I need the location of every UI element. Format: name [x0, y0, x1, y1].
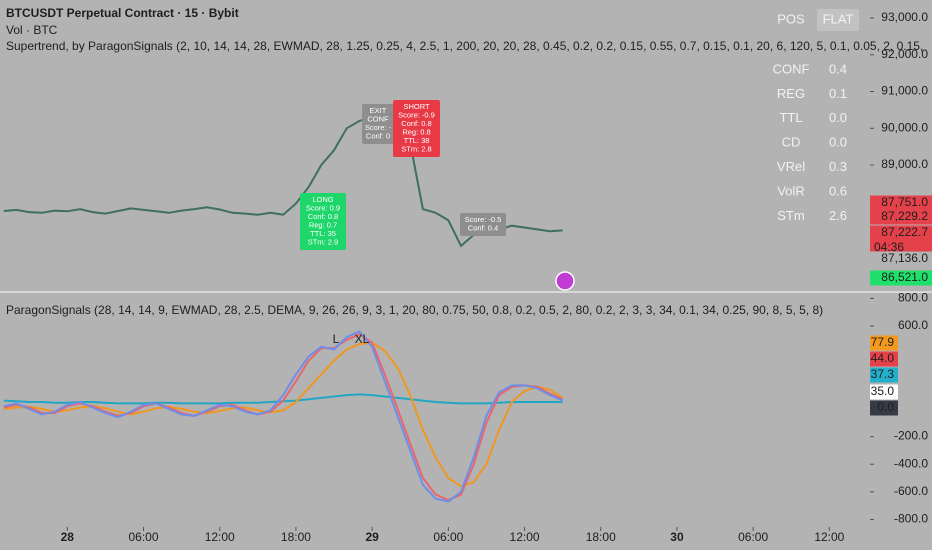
signal-text: TTL: 38 [404, 136, 430, 145]
y-tick-label: 90,000.0 [881, 120, 928, 134]
price-tag [870, 195, 932, 211]
signal-text: STm: 2.8 [401, 144, 431, 153]
signal-text: Score: 0.9 [306, 203, 340, 212]
signal-text: Score: -0.5 [465, 215, 502, 224]
y-tick-label: 92,000.0 [881, 47, 928, 61]
osc-tag-label: 35.0 [871, 384, 895, 398]
signal-annotation: XL [355, 332, 370, 346]
info-value: 0.4 [829, 61, 847, 76]
y-tick-label: -800.0 [894, 512, 928, 526]
symbol-title: BTCUSDT Perpetual Contract · 15 · Bybit [6, 6, 239, 20]
info-label: VolR [777, 183, 804, 198]
series-line [3, 330, 563, 503]
signal-text: Conf: 0.4 [468, 223, 498, 232]
x-tick-label: 12:00 [510, 530, 540, 544]
signal-text: CONF [367, 114, 389, 123]
info-value: 0.0 [829, 110, 847, 125]
price-tag-label: 87,136.0 [881, 251, 928, 265]
volume-label: Vol · BTC [6, 23, 58, 37]
price-tag [870, 270, 932, 286]
info-label: VRel [777, 159, 805, 174]
signal-box [300, 193, 346, 250]
osc-tag [870, 351, 898, 367]
price-tag-label: 87,229.2 [881, 209, 928, 223]
x-tick-label: 30 [670, 530, 684, 544]
signal-text: Conf: 0 [366, 131, 390, 140]
x-tick-label: 18:00 [281, 530, 311, 544]
info-value: 0.1 [829, 86, 847, 101]
signal-box [362, 104, 394, 144]
signal-box [393, 100, 440, 157]
y-tick-label: -600.0 [894, 484, 928, 498]
x-tick-label: 12:00 [205, 530, 235, 544]
signal-text: Score: -0.9 [398, 110, 435, 119]
x-tick-label: 06:00 [433, 530, 463, 544]
price-tag [870, 209, 932, 225]
series-line [3, 333, 564, 502]
x-tick-label: 28 [61, 530, 75, 544]
info-value: 0.0 [829, 135, 847, 150]
signal-text: Conf: 0.8 [308, 212, 338, 221]
y-tick-label: 91,000.0 [881, 84, 928, 98]
x-tick-label: 06:00 [129, 530, 159, 544]
price-tag-label: 87,222.7 [881, 225, 928, 239]
info-label: REG [777, 86, 805, 101]
y-tick-label: 89,000.0 [881, 157, 928, 171]
signal-text: EXIT [370, 106, 387, 115]
info-value: 0.3 [829, 159, 847, 174]
signal-annotation: L [333, 332, 340, 346]
info-badge [817, 9, 859, 31]
signal-text: LONG [312, 195, 333, 204]
price-tag [870, 251, 932, 267]
y-tick-label: 600.0 [898, 318, 928, 332]
series-line [3, 341, 564, 488]
alert-icon[interactable] [555, 271, 575, 291]
osc-tag-label: 77.9 [871, 335, 895, 349]
y-tick-label: 93,000.0 [881, 10, 928, 24]
signal-text: Reg: 0.8 [402, 127, 430, 136]
info-label: STm [777, 208, 804, 223]
oscillator-label: ParagonSignals (28, 14, 14, 9, EWMAD, 28… [6, 303, 823, 317]
info-value: 2.6 [829, 208, 847, 223]
x-tick-label: 29 [365, 530, 379, 544]
price-tag-label: 87,751.0 [881, 195, 928, 209]
signal-text: SHORT [403, 102, 430, 111]
osc-tag [870, 367, 898, 383]
x-tick-label: 18:00 [586, 530, 616, 544]
x-tick-label: 06:00 [738, 530, 768, 544]
osc-tag [870, 384, 898, 400]
y-tick-label: -400.0 [894, 456, 928, 470]
info-label: TTL [779, 110, 802, 125]
x-tick-label: 12:00 [814, 530, 844, 544]
info-label: POS [777, 11, 805, 26]
signal-text: STm: 2.9 [308, 237, 338, 246]
info-label: CD [782, 135, 801, 150]
info-value: FLAT [823, 11, 854, 26]
indicator-label: Supertrend, by ParagonSignals (2, 10, 14… [6, 39, 923, 53]
y-tick-label: 800.0 [898, 291, 928, 305]
info-label: CONF [773, 61, 810, 76]
osc-tag-label: 0.0 [877, 400, 894, 414]
signal-text: Score: - [365, 123, 392, 132]
osc-tag-label: 37.3 [871, 367, 895, 381]
osc-tag-label: 44.0 [871, 351, 895, 365]
signal-box [460, 213, 506, 236]
price-tag-label: 86,521.0 [881, 270, 928, 284]
series-line [3, 116, 563, 248]
info-value: 0.6 [829, 183, 847, 198]
osc-tag [870, 400, 898, 416]
signal-text: TTL: 35 [310, 229, 336, 238]
y-tick-label: -200.0 [894, 429, 928, 443]
price-tag-time: 04:36 [874, 240, 904, 254]
signal-text: Conf: 0.8 [401, 119, 431, 128]
price-tag [870, 225, 932, 256]
osc-tag [870, 335, 898, 351]
signal-text: Reg: 0.7 [309, 220, 337, 229]
